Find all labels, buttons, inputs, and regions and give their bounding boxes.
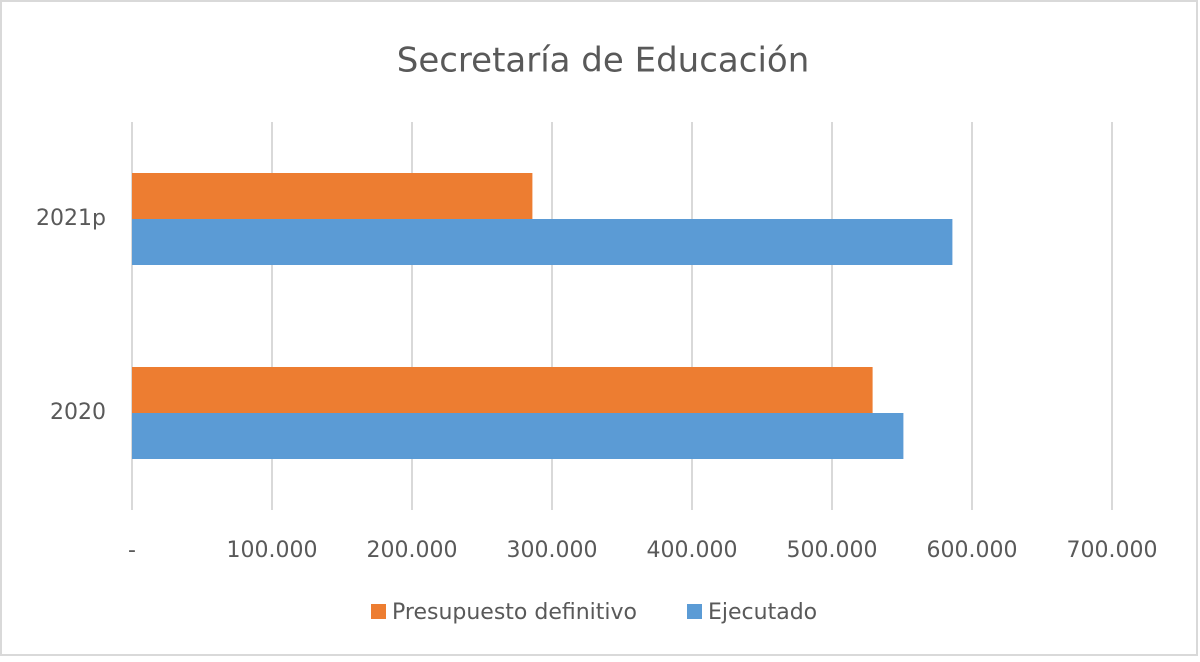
x-tick-label: - [128,538,136,563]
y-tick-label: 2021p [36,206,106,231]
x-tick-label: 400.000 [647,538,738,563]
legend-swatch [371,604,386,619]
x-tick-label: 700.000 [1067,538,1158,563]
x-tick-label: 200.000 [367,538,458,563]
bar [132,413,904,459]
x-tick-label: 600.000 [927,538,1018,563]
y-tick-label: 2020 [50,400,106,425]
legend-label: Presupuesto definitivo [392,600,637,625]
x-tick-label: 500.000 [787,538,878,563]
x-tick-label: 100.000 [227,538,318,563]
bar [132,219,953,265]
bar [132,173,533,219]
legend-swatch [687,604,702,619]
bar [132,367,873,413]
legend-label: Ejecutado [708,600,817,625]
chart-title: Secretaría de Educación [397,41,810,81]
x-tick-label: 300.000 [507,538,598,563]
